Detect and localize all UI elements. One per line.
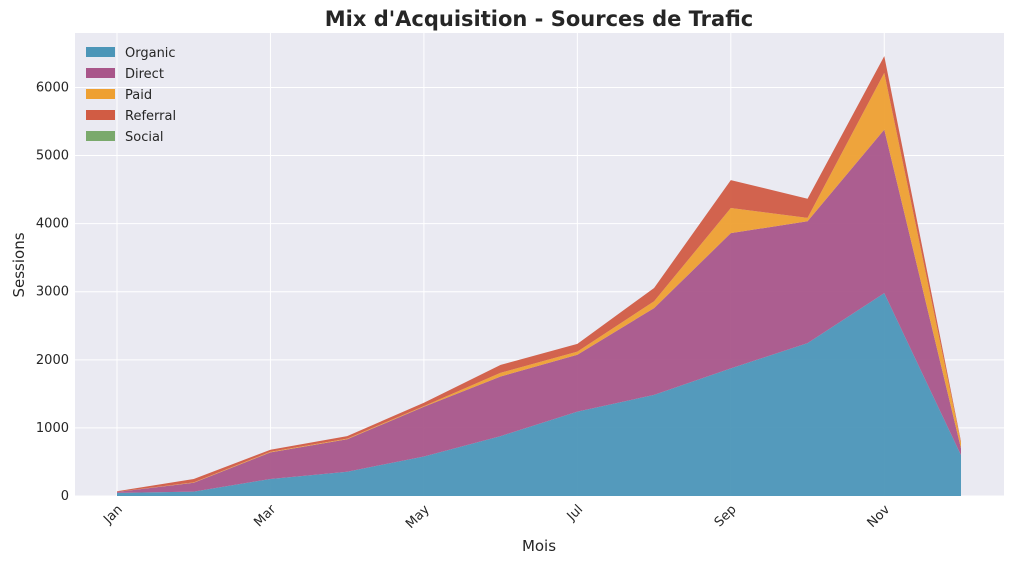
chart-title: Mix d'Acquisition - Sources de Trafic xyxy=(325,7,753,31)
legend-label-referral: Referral xyxy=(125,109,176,124)
x-tick-label: Jul xyxy=(564,502,586,524)
legend-swatch-referral xyxy=(86,110,115,120)
area-paid xyxy=(117,72,961,492)
legend-swatch-paid xyxy=(86,89,115,99)
legend-label-social: Social xyxy=(125,130,164,145)
legend: Organic Direct Paid Referral Social xyxy=(86,46,176,145)
legend-swatch-organic xyxy=(86,47,115,57)
y-tick-label: 0 xyxy=(61,489,69,504)
area-direct xyxy=(117,129,961,493)
y-tick-label: 1000 xyxy=(36,421,69,436)
x-tick-label: May xyxy=(403,502,433,532)
legend-label-organic: Organic xyxy=(125,46,176,61)
x-tick-label: Jan xyxy=(100,502,125,527)
x-axis-label: Mois xyxy=(522,537,556,555)
x-tick-label: Mar xyxy=(251,502,279,530)
x-tick-label: Sep xyxy=(712,502,740,530)
legend-swatch-direct xyxy=(86,68,115,78)
legend-swatch-social xyxy=(86,131,115,141)
legend-label-direct: Direct xyxy=(125,67,164,82)
y-tick-label: 2000 xyxy=(36,353,69,368)
y-tick-label: 4000 xyxy=(36,217,69,232)
y-axis-label: Sessions xyxy=(10,232,28,297)
legend-label-paid: Paid xyxy=(125,88,152,103)
y-tick-label: 5000 xyxy=(36,149,69,164)
area-organic xyxy=(117,293,961,496)
y-tick-label: 6000 xyxy=(36,80,69,95)
x-tick-label: Nov xyxy=(865,502,894,531)
y-tick-label: 3000 xyxy=(36,285,69,300)
